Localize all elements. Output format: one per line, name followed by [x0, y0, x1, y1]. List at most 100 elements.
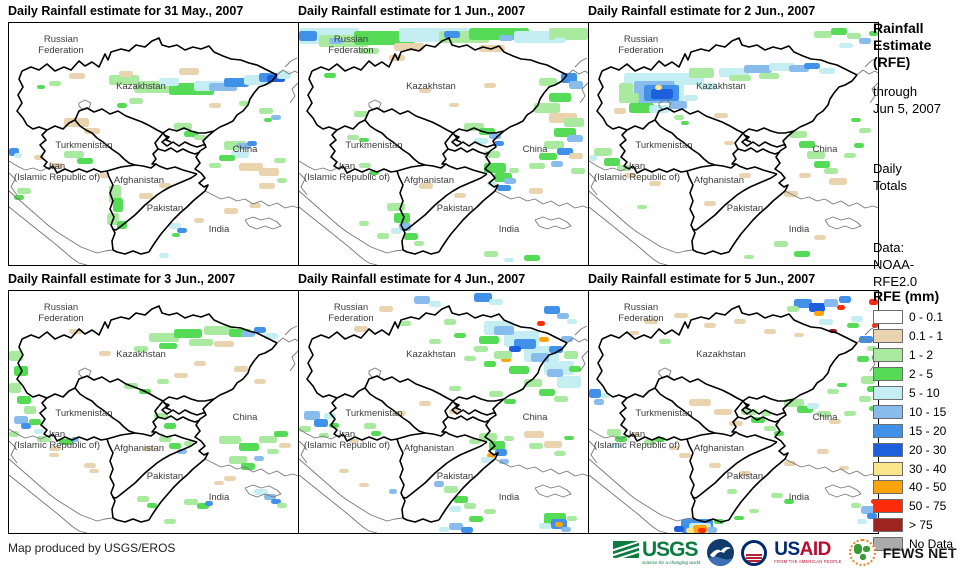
rain-blob: [859, 38, 871, 44]
rain-blob: [509, 346, 521, 352]
country-label: (Islamic Republic of): [14, 440, 100, 451]
country-label: Iran: [339, 429, 355, 440]
rain-blob: [571, 168, 585, 174]
legend: RFE (mm) 0 - 0.1 0.1 - 1 1 - 2 2 - 5 5 - 10 1…: [873, 288, 965, 554]
country-border-gray: [276, 69, 298, 76]
rain-blob: [709, 463, 721, 468]
rain-blob: [524, 431, 544, 438]
country-border-black: [306, 338, 338, 399]
country-border-black: [112, 517, 150, 523]
country-border-black: [686, 438, 696, 519]
legend-swatch: [873, 480, 903, 495]
country-border-black: [329, 129, 344, 170]
country-border-gray: [9, 172, 18, 196]
rain-blob: [534, 103, 560, 113]
rain-blob: [594, 148, 612, 156]
rain-blob: [249, 203, 261, 208]
country-border-black: [336, 387, 366, 399]
rain-blob: [329, 38, 343, 44]
country-border-black: [151, 137, 160, 165]
rain-blob: [674, 115, 684, 120]
country-border-black: [161, 132, 206, 148]
rain-blob: [544, 141, 564, 149]
rain-blob: [169, 223, 181, 229]
sidebar-data-source: Data: NOAA- RFE2.0: [873, 240, 918, 289]
noaa-logo: [707, 539, 735, 566]
neighbor-borders: [9, 57, 298, 265]
country-border-black: [619, 129, 634, 170]
rain-blob: [789, 131, 807, 138]
rain-blob: [824, 168, 838, 174]
rain-blob: [24, 406, 36, 414]
rain-blob: [831, 28, 847, 35]
legend-row: No Data: [873, 535, 965, 554]
country-border-gray: [579, 350, 588, 372]
country-border-gray: [72, 526, 88, 533]
rain-blob: [555, 522, 563, 527]
country-border-black: [438, 190, 496, 253]
country-border-black: [692, 517, 730, 523]
rain-blob: [464, 356, 476, 361]
rain-blob: [859, 128, 871, 133]
rain-blob: [681, 121, 689, 125]
country-label: Federation: [328, 313, 373, 324]
rain-blob: [569, 366, 581, 372]
rain-blob: [644, 439, 656, 445]
rain-blob: [804, 63, 820, 69]
rain-blob: [744, 255, 754, 259]
country-border-black: [112, 249, 150, 255]
country-border-black: [396, 164, 426, 172]
rain-blob: [324, 73, 336, 78]
credit-text: Map produced by USGS/EROS: [8, 541, 176, 555]
rain-blob: [554, 396, 568, 402]
country-border-gray: [276, 337, 298, 344]
rain-blob: [819, 319, 833, 325]
country-border-black: [451, 400, 496, 416]
country-border-black: [728, 458, 786, 521]
panel-title: Daily Rainfall estimate for 3 Jun., 2007: [8, 272, 236, 286]
country-border-black: [134, 163, 198, 175]
country-border-gray: [494, 190, 588, 209]
legend-row: 50 - 75: [873, 497, 965, 516]
country-border-black: [39, 129, 54, 170]
country-border-black: [111, 441, 198, 499]
country-border-black: [74, 375, 164, 402]
country-border-gray: [289, 350, 298, 372]
rain-blob: [377, 233, 389, 239]
country-border-black: [306, 70, 338, 131]
country-border-black: [52, 433, 108, 442]
country-border-black: [213, 74, 278, 132]
rain-blob: [277, 503, 287, 508]
rain-blob: [847, 33, 861, 39]
legend-row: 0 - 0.1: [873, 308, 965, 327]
rain-blob: [704, 323, 716, 328]
rain-blob: [241, 463, 255, 470]
rain-blob: [429, 301, 441, 307]
rain-blob: [449, 506, 461, 512]
rain-blob: [524, 379, 542, 387]
rain-blob: [851, 118, 861, 122]
country-border-black: [626, 119, 656, 131]
rain-blob: [484, 83, 496, 88]
rain-blob: [189, 339, 213, 346]
country-border-black: [16, 338, 48, 399]
rain-blob: [699, 83, 717, 90]
country-border-gray: [494, 458, 588, 477]
rain-blob: [254, 379, 266, 384]
country-border-gray: [368, 99, 382, 111]
country-border-black: [148, 458, 206, 521]
legend-swatch: [873, 367, 903, 382]
rain-blob: [594, 399, 604, 405]
rain-blob: [144, 446, 154, 451]
legend-label: 1 - 2: [909, 348, 934, 363]
country-label: (Islamic Republic of): [304, 440, 390, 451]
country-border-black: [601, 37, 858, 76]
rain-blob: [847, 323, 859, 328]
country-label: Federation: [618, 313, 663, 324]
